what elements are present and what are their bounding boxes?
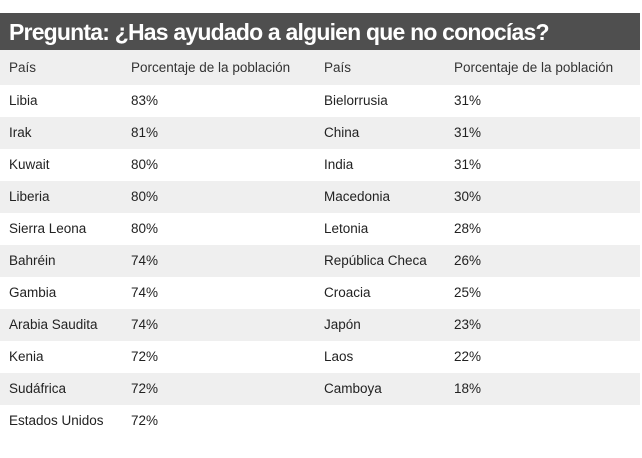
table-row: Kuwait 80% India 31% bbox=[0, 149, 640, 181]
country-cell: Estados Unidos bbox=[9, 413, 104, 428]
table-row: Estados Unidos 72% bbox=[0, 405, 640, 437]
table-row: Liberia 80% Macedonia 30% bbox=[0, 181, 640, 213]
percentage-cell: 83% bbox=[131, 93, 159, 108]
country-cell bbox=[324, 405, 454, 437]
percentage-cell: 74% bbox=[131, 285, 159, 300]
percentage-cell: 26% bbox=[454, 253, 482, 268]
country-cell: China bbox=[324, 125, 360, 140]
header-row: País Porcentaje de la población País Por… bbox=[0, 50, 640, 85]
country-cell: Irak bbox=[9, 125, 32, 140]
country-cell: Laos bbox=[324, 349, 354, 364]
percentage-cell: 31% bbox=[454, 125, 482, 140]
country-cell: Letonia bbox=[324, 221, 369, 236]
country-cell: Liberia bbox=[9, 189, 50, 204]
table-row: Irak 81% China 31% bbox=[0, 117, 640, 149]
table-row: Arabia Saudita 74% Japón 23% bbox=[0, 309, 640, 341]
percentage-cell bbox=[454, 405, 640, 437]
country-cell: Libia bbox=[9, 93, 38, 108]
country-cell: Camboya bbox=[324, 381, 382, 396]
country-cell: República Checa bbox=[324, 253, 427, 268]
percentage-cell: 23% bbox=[454, 317, 482, 332]
table-row: Sudáfrica 72% Camboya 18% bbox=[0, 373, 640, 405]
percentage-cell: 30% bbox=[454, 189, 482, 204]
country-cell: Bielorrusia bbox=[324, 93, 388, 108]
country-cell: Kuwait bbox=[9, 157, 50, 172]
table-row: Sierra Leona 80% Letonia 28% bbox=[0, 213, 640, 245]
survey-table: Pregunta: ¿Has ayudado a alguien que no … bbox=[0, 13, 640, 437]
header-percentage: Porcentaje de la población bbox=[131, 60, 291, 75]
country-cell: Croacia bbox=[324, 285, 371, 300]
table-row: Libia 83% Bielorrusia 31% bbox=[0, 85, 640, 117]
percentage-cell: 74% bbox=[131, 317, 159, 332]
percentage-cell: 72% bbox=[131, 349, 159, 364]
country-cell: India bbox=[324, 157, 354, 172]
percentage-cell: 80% bbox=[131, 157, 159, 172]
country-cell: Japón bbox=[324, 317, 361, 332]
country-cell: Sudáfrica bbox=[9, 381, 67, 396]
country-cell: Gambia bbox=[9, 285, 57, 300]
percentage-cell: 31% bbox=[454, 93, 482, 108]
percentage-cell: 80% bbox=[131, 221, 159, 236]
percentage-cell: 72% bbox=[131, 381, 159, 396]
table-title: Pregunta: ¿Has ayudado a alguien que no … bbox=[0, 13, 640, 50]
country-cell: Sierra Leona bbox=[9, 221, 87, 236]
percentage-cell: 18% bbox=[454, 381, 482, 396]
table-row: Gambia 74% Croacia 25% bbox=[0, 277, 640, 309]
country-cell: Arabia Saudita bbox=[9, 317, 98, 332]
percentage-cell: 22% bbox=[454, 349, 482, 364]
percentage-cell: 28% bbox=[454, 221, 482, 236]
country-cell: Bahréin bbox=[9, 253, 56, 268]
header-country: País bbox=[9, 60, 37, 75]
header-country: País bbox=[324, 60, 352, 75]
percentage-cell: 72% bbox=[131, 413, 159, 428]
percentage-cell: 25% bbox=[454, 285, 482, 300]
percentage-cell: 74% bbox=[131, 253, 159, 268]
percentage-cell: 80% bbox=[131, 189, 159, 204]
table-row: Kenia 72% Laos 22% bbox=[0, 341, 640, 373]
table-row: Bahréin 74% República Checa 26% bbox=[0, 245, 640, 277]
country-cell: Kenia bbox=[9, 349, 44, 364]
percentage-cell: 81% bbox=[131, 125, 159, 140]
header-percentage: Porcentaje de la población bbox=[454, 60, 614, 75]
country-cell: Macedonia bbox=[324, 189, 391, 204]
percentage-cell: 31% bbox=[454, 157, 482, 172]
